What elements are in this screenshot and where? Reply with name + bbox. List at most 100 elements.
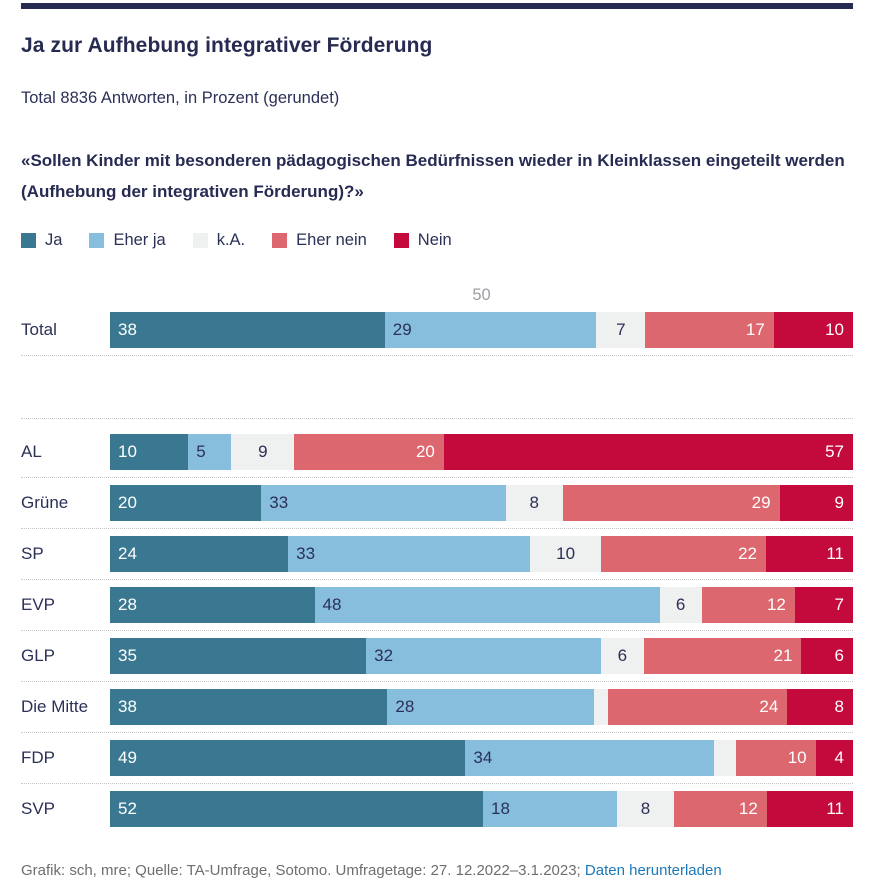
- stacked-bar: 10 5 9 20 57: [110, 434, 853, 470]
- stacked-bar: 52 18 8 12 11: [110, 791, 853, 827]
- segment-value: 48: [322, 595, 342, 614]
- segment-value: 6: [675, 595, 686, 614]
- segment-nein: 11: [766, 791, 853, 827]
- segment-ja: 38: [110, 689, 388, 725]
- segment-value: 33: [269, 493, 289, 512]
- segment-eher-nein: 29: [562, 485, 780, 521]
- stacked-bar: 24 33 10 22 11: [110, 536, 853, 572]
- segment-nein: 7: [794, 587, 853, 623]
- row-separator: [21, 477, 853, 478]
- stacked-bar: 35 32 6 21 6: [110, 638, 854, 674]
- segment-nein: 10: [773, 312, 854, 348]
- legend-item-k-a-: k.A.: [192, 231, 246, 250]
- row-separator: [21, 579, 853, 580]
- legend-label: Eher ja: [113, 231, 166, 249]
- segment-ja: 38: [110, 312, 385, 348]
- segment-k-a-: 9: [231, 434, 295, 470]
- segment-k-a-: [593, 689, 609, 725]
- row-label: Grüne: [21, 493, 69, 512]
- segment-value: 9: [258, 442, 268, 461]
- chart-subtitle: Total 8836 Antworten, in Prozent (gerund…: [21, 89, 340, 107]
- segment-k-a-: 7: [596, 312, 646, 348]
- segment-value: 34: [473, 748, 493, 767]
- segment-k-a-: 10: [530, 536, 602, 572]
- row-label: GLP: [21, 646, 56, 665]
- segment-eher-ja: 33: [261, 485, 506, 521]
- row-separator: [21, 528, 853, 529]
- legend-label: k.A.: [216, 231, 246, 249]
- segment-eher-ja: 48: [314, 587, 660, 623]
- segment-value: 29: [751, 493, 771, 512]
- segment-value: 8: [834, 697, 844, 716]
- legend-item-ja: Ja: [21, 231, 62, 250]
- segment-value: 57: [825, 442, 844, 461]
- segment-value: 6: [617, 646, 628, 665]
- segment-value: 4: [834, 748, 844, 767]
- legend-item-eher-ja: Eher ja: [89, 231, 166, 250]
- segment-value: 10: [787, 748, 807, 767]
- segment-k-a-: 8: [617, 791, 674, 827]
- segment-eher-ja: 32: [366, 638, 602, 674]
- legend-item-eher-nein: Eher nein: [272, 231, 367, 250]
- segment-eher-nein: 17: [645, 312, 774, 348]
- chart-row-svp: SVP 52 18 8 12 11: [21, 791, 853, 827]
- segment-value: 21: [773, 646, 793, 665]
- total-parties-gap: [21, 363, 853, 411]
- segment-value: 29: [392, 320, 412, 339]
- row-label: EVP: [21, 595, 56, 614]
- segment-ja: 49: [110, 740, 466, 776]
- credit-text: Grafik: sch, mre; Quelle: TA-Umfrage, So…: [21, 862, 585, 879]
- legend-swatch: [192, 233, 208, 248]
- segment-value: 11: [826, 799, 844, 818]
- segment-ja: 20: [110, 485, 262, 521]
- segment-value: 18: [491, 799, 510, 818]
- segment-eher-ja: 18: [483, 791, 618, 827]
- stacked-bar: 38 29 7 17 10: [110, 312, 854, 348]
- segment-eher-ja: 34: [465, 740, 715, 776]
- row-separator: [21, 630, 853, 631]
- legend-label: Nein: [417, 231, 452, 249]
- segment-ja: 10: [110, 434, 189, 470]
- segment-eher-ja: 5: [188, 434, 232, 470]
- segment-value: 6: [834, 646, 845, 665]
- chart-rows: Total 38 29 7 17 10 AL 10 5 9 20 57 Grüne 20 33 8 29 9 SP 2…: [21, 312, 854, 827]
- segment-nein: 8: [787, 689, 853, 725]
- row-separator: [21, 355, 853, 356]
- download-data-link[interactable]: Daten herunterladen: [584, 862, 722, 879]
- stacked-bar: 28 48 6 12 7: [110, 587, 853, 623]
- chart-row-die-mitte: Die Mitte 38 28 24 8: [21, 689, 853, 725]
- segment-nein: 11: [766, 536, 853, 572]
- segment-value: 10: [825, 320, 845, 339]
- survey-question: «Sollen Kinder mit besonderen pädagogisc…: [21, 151, 845, 201]
- segment-value: 7: [616, 320, 626, 339]
- segment-value: 28: [118, 595, 137, 614]
- chart-row-total: Total 38 29 7 17 10: [21, 312, 854, 348]
- segment-k-a-: [714, 740, 736, 776]
- segment-value: 17: [745, 320, 765, 339]
- segment-value: 24: [118, 544, 137, 563]
- segment-eher-nein: 22: [601, 536, 767, 572]
- row-label: SP: [21, 544, 44, 563]
- segment-k-a-: 6: [659, 587, 702, 623]
- segment-ja: 35: [110, 638, 367, 674]
- segment-value: 11: [826, 544, 844, 563]
- segment-value: 20: [118, 493, 137, 512]
- segment-k-a-: 6: [601, 638, 644, 674]
- segment-ja: 28: [110, 587, 315, 623]
- segment-value: 9: [834, 493, 844, 512]
- footer: Grafik: sch, mre; Quelle: TA-Umfrage, So…: [21, 862, 853, 879]
- segment-value: 12: [766, 595, 786, 614]
- segment-value: 7: [834, 595, 844, 614]
- segment-value: 49: [118, 748, 137, 767]
- chart-card: Ja zur Aufhebung integrativer Förderung …: [0, 3, 875, 879]
- row-separator: [21, 783, 853, 784]
- legend-swatch: [89, 233, 105, 248]
- legend-swatch: [272, 233, 288, 248]
- segment-value: 8: [640, 799, 651, 818]
- segment-value: 10: [556, 544, 576, 563]
- segment-eher-nein: 12: [701, 587, 795, 623]
- row-separator: [21, 418, 853, 419]
- segment-value: 20: [415, 442, 435, 461]
- legend-swatch: [21, 233, 36, 248]
- segment-eher-ja: 29: [384, 312, 597, 348]
